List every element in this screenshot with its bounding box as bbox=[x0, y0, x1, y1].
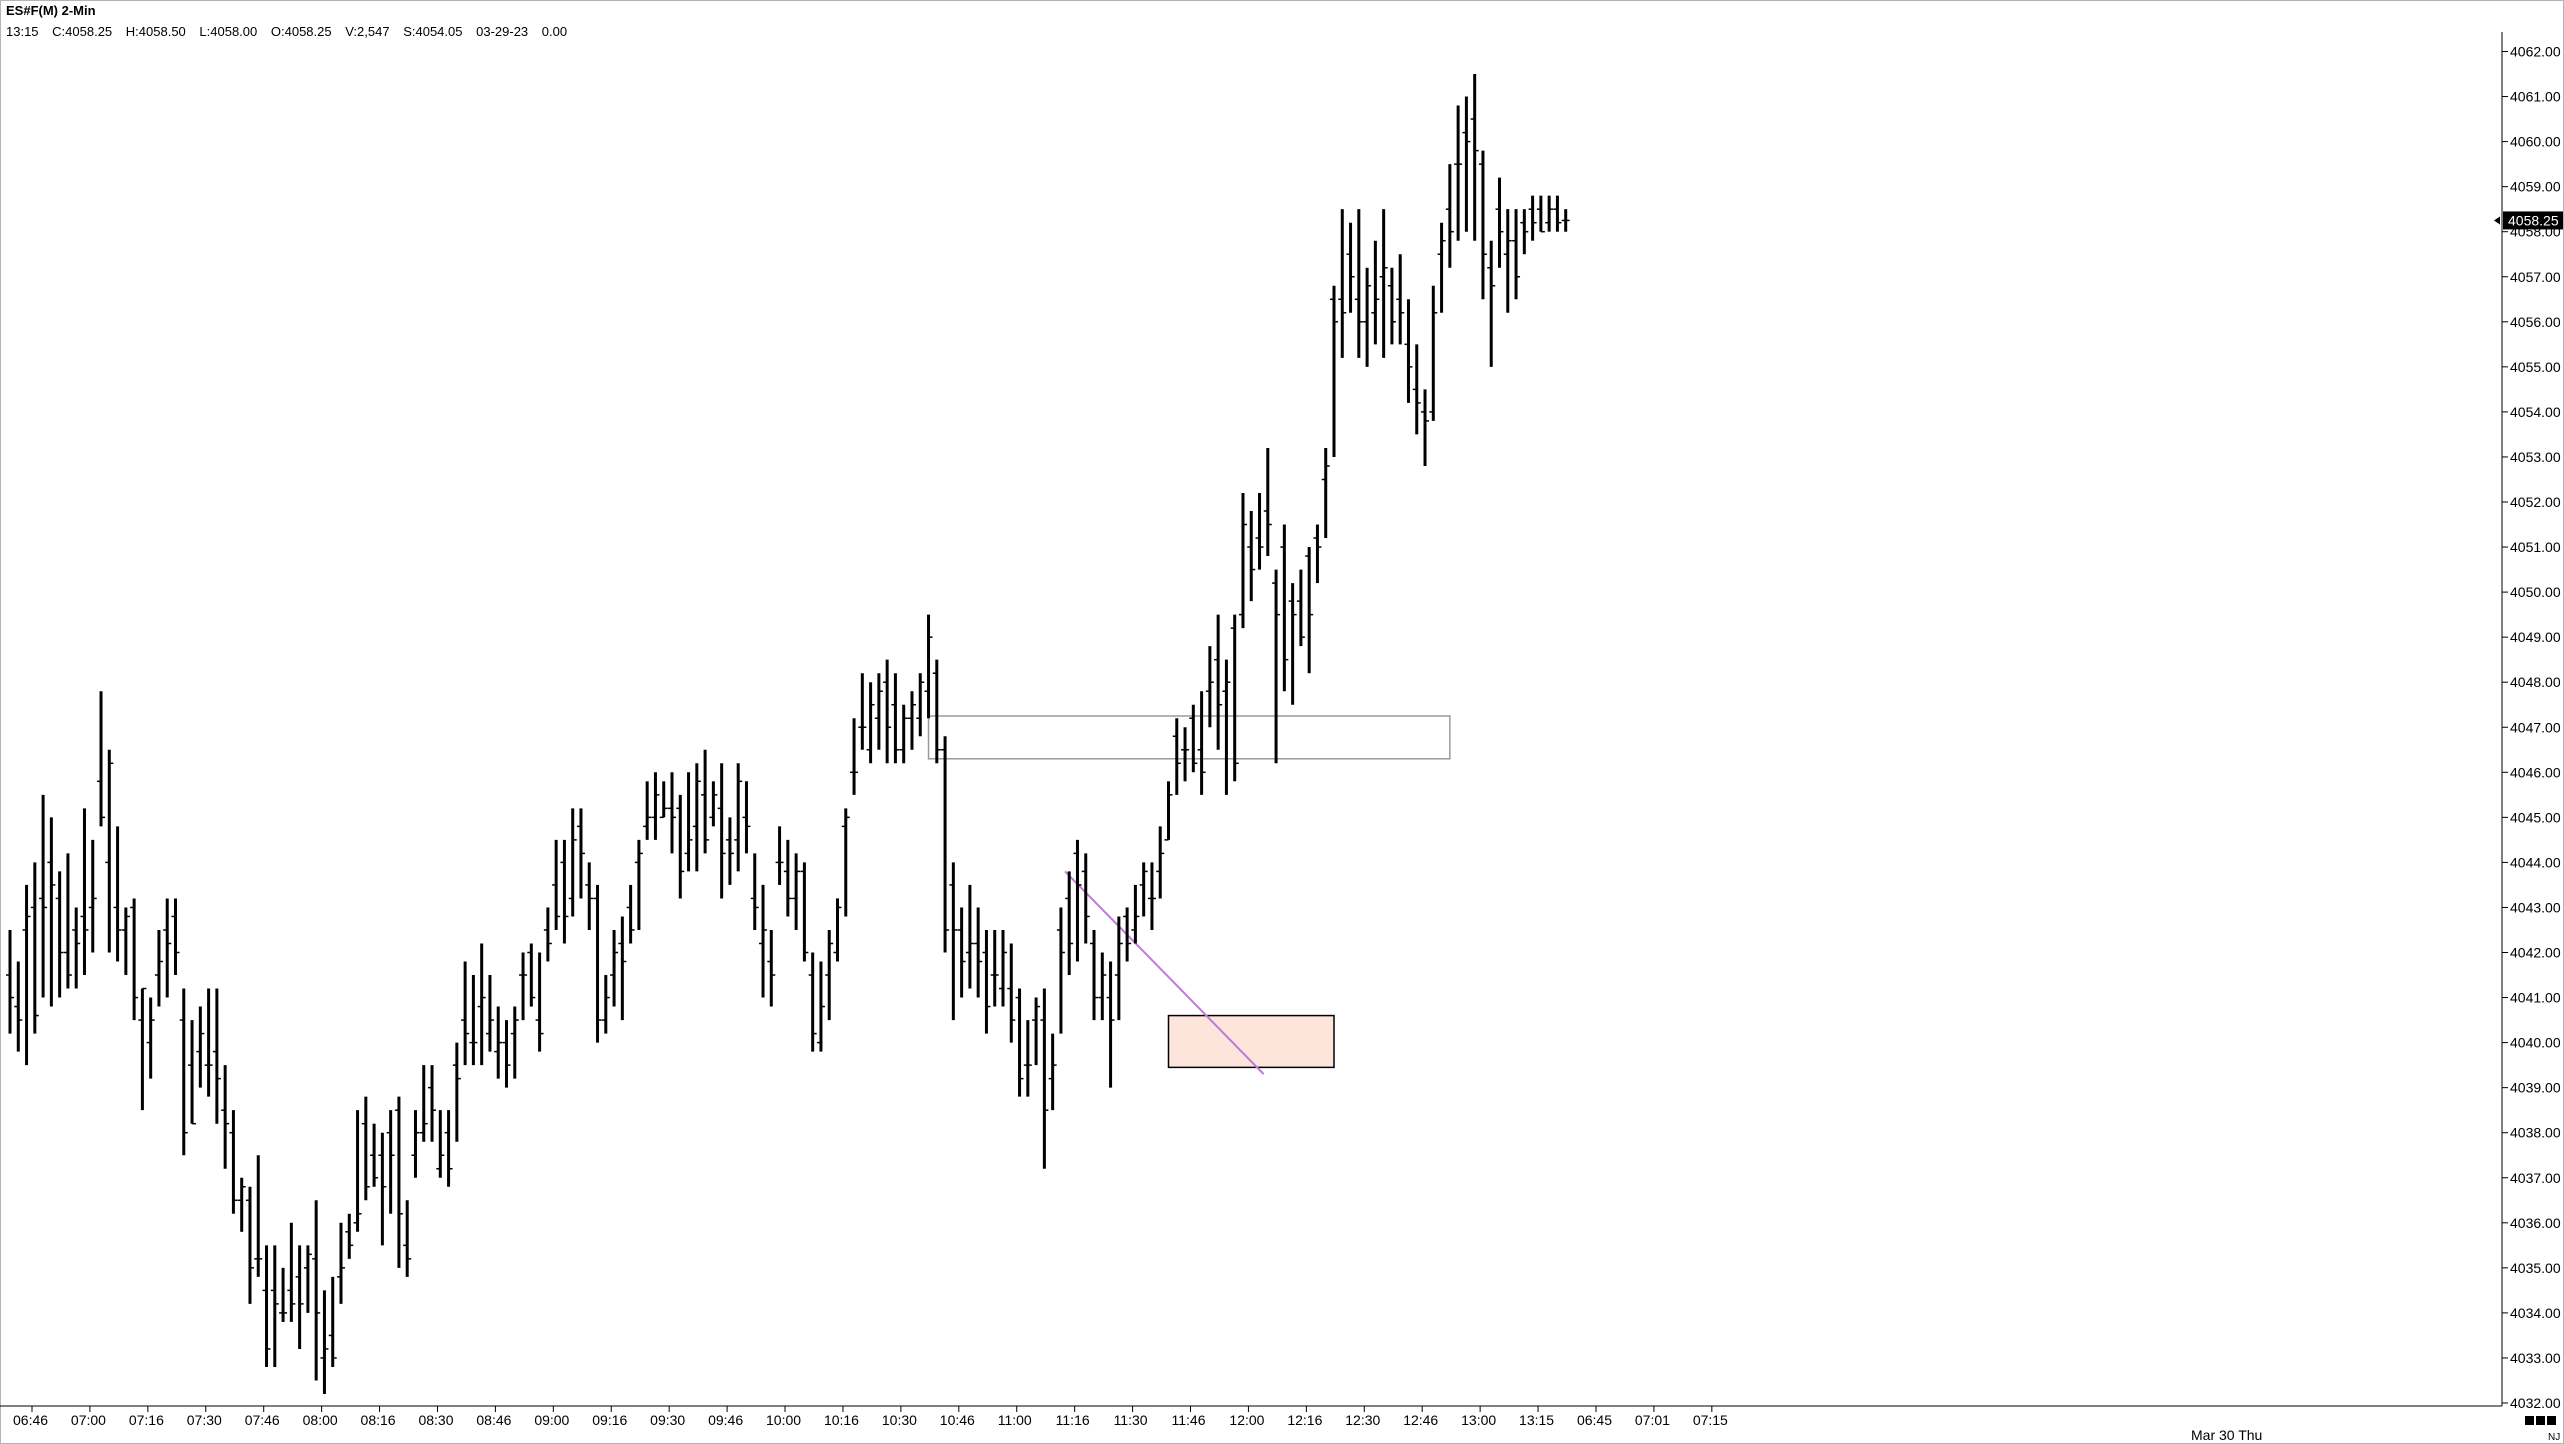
readout-open: O:4058.25 bbox=[270, 24, 332, 39]
readout-close: C:4058.25 bbox=[52, 24, 113, 39]
price-tick-label: 4042.00 bbox=[2510, 945, 2561, 961]
time-tick-label: 09:30 bbox=[650, 1412, 685, 1428]
time-axis-date-label: Mar 30 Thu bbox=[2191, 1427, 2262, 1443]
time-tick-label: 09:46 bbox=[708, 1412, 743, 1428]
time-tick-label: 06:46 bbox=[13, 1412, 48, 1428]
time-tick-label: 07:16 bbox=[129, 1412, 164, 1428]
last-price-box bbox=[2503, 211, 2563, 230]
time-tick-label: 11:46 bbox=[1172, 1412, 1206, 1428]
time-tick-label: 12:16 bbox=[1287, 1412, 1322, 1428]
time-tick-label: 12:30 bbox=[1345, 1412, 1380, 1428]
time-tick-label: 11:16 bbox=[1056, 1412, 1090, 1428]
price-tick-label: 4043.00 bbox=[2510, 899, 2561, 915]
time-tick-label: 07:15 bbox=[1693, 1412, 1728, 1428]
price-tick-label: 4060.00 bbox=[2510, 134, 2561, 150]
price-tick-label: 4037.00 bbox=[2510, 1170, 2561, 1186]
time-tick-label: 10:30 bbox=[882, 1412, 917, 1428]
price-tick-label: 4048.00 bbox=[2510, 674, 2561, 690]
price-tick-label: 4061.00 bbox=[2510, 89, 2561, 105]
time-tick-label: 12:46 bbox=[1403, 1412, 1438, 1428]
chart-control-icon[interactable] bbox=[2536, 1416, 2545, 1425]
time-tick-label: 08:16 bbox=[361, 1412, 396, 1428]
price-tick-label: 4049.00 bbox=[2510, 629, 2561, 645]
price-tick-label: 4056.00 bbox=[2510, 314, 2561, 330]
price-tick-label: 4038.00 bbox=[2510, 1125, 2561, 1141]
chart-control-icon[interactable] bbox=[2547, 1416, 2556, 1425]
price-tick-label: 4062.00 bbox=[2510, 44, 2561, 60]
price-tick-label: 4047.00 bbox=[2510, 719, 2561, 735]
chart-control-icon[interactable] bbox=[2525, 1416, 2534, 1425]
trendline bbox=[1064, 870, 1265, 1075]
time-tick-label: 09:00 bbox=[534, 1412, 569, 1428]
time-tick-label: 10:00 bbox=[766, 1412, 801, 1428]
price-tick-label: 4053.00 bbox=[2510, 449, 2561, 465]
price-tick-label: 4050.00 bbox=[2510, 584, 2561, 600]
time-tick-label: 07:30 bbox=[187, 1412, 222, 1428]
time-tick-label: 07:46 bbox=[245, 1412, 280, 1428]
readout-change: 0.00 bbox=[541, 24, 568, 39]
time-tick-label: 12:00 bbox=[1229, 1412, 1264, 1428]
time-tick-label: 07:01 bbox=[1635, 1412, 1670, 1428]
price-tick-label: 4051.00 bbox=[2510, 539, 2561, 555]
readout-time: 13:15 bbox=[6, 24, 39, 39]
price-tick-label: 4034.00 bbox=[2510, 1305, 2561, 1321]
price-tick-label: 4036.00 bbox=[2510, 1215, 2561, 1231]
price-tick-label: 4044.00 bbox=[2510, 854, 2561, 870]
price-tick-label: 4059.00 bbox=[2510, 179, 2561, 195]
time-tick-label: 06:45 bbox=[1577, 1412, 1612, 1428]
price-tick-label: 4054.00 bbox=[2510, 404, 2561, 420]
time-tick-label: 10:46 bbox=[940, 1412, 975, 1428]
price-tick-label: 4052.00 bbox=[2510, 494, 2561, 510]
price-tick-label: 4055.00 bbox=[2510, 359, 2561, 375]
price-tick-label: 4032.00 bbox=[2510, 1395, 2561, 1411]
price-tick-label: 4039.00 bbox=[2510, 1080, 2561, 1096]
price-tick-label: 4045.00 bbox=[2510, 809, 2561, 825]
price-tick-label: 4057.00 bbox=[2510, 269, 2561, 285]
readout-date: 03-29-23 bbox=[476, 24, 529, 39]
axis-corner-label: NJ bbox=[2548, 1432, 2560, 1443]
readout-high: H:4058.50 bbox=[125, 24, 186, 39]
last-price-label: 4058.25 bbox=[2508, 212, 2559, 228]
readout-low: L:4058.00 bbox=[199, 24, 258, 39]
price-tick-label: 4041.00 bbox=[2510, 990, 2561, 1006]
price-tick-label: 4040.00 bbox=[2510, 1035, 2561, 1051]
time-tick-label: 13:15 bbox=[1519, 1412, 1554, 1428]
price-tick-label: 4033.00 bbox=[2510, 1350, 2561, 1366]
time-tick-label: 08:30 bbox=[418, 1412, 453, 1428]
time-tick-label: 08:46 bbox=[476, 1412, 511, 1428]
time-tick-label: 09:16 bbox=[592, 1412, 627, 1428]
last-price-arrow bbox=[2494, 216, 2500, 225]
resistance-zone bbox=[927, 715, 1451, 760]
price-tick-label: 4035.00 bbox=[2510, 1260, 2561, 1276]
price-tick-label: 4046.00 bbox=[2510, 764, 2561, 780]
time-tick-label: 11:30 bbox=[1114, 1412, 1148, 1428]
time-tick-label: 11:00 bbox=[998, 1412, 1032, 1428]
readout-settle: S:4054.05 bbox=[403, 24, 463, 39]
symbol-interval-title: ES#F(M) 2-Min bbox=[6, 3, 96, 18]
time-tick-label: 10:16 bbox=[824, 1412, 859, 1428]
readout-volume: V:2,547 bbox=[345, 24, 390, 39]
time-tick-label: 13:00 bbox=[1461, 1412, 1496, 1428]
ohlc-readout: 13:15 C:4058.25 H:4058.50 L:4058.00 O:40… bbox=[6, 24, 577, 39]
time-tick-label: 08:00 bbox=[303, 1412, 338, 1428]
demand-zone bbox=[1167, 1014, 1335, 1069]
time-tick-label: 07:00 bbox=[71, 1412, 106, 1428]
